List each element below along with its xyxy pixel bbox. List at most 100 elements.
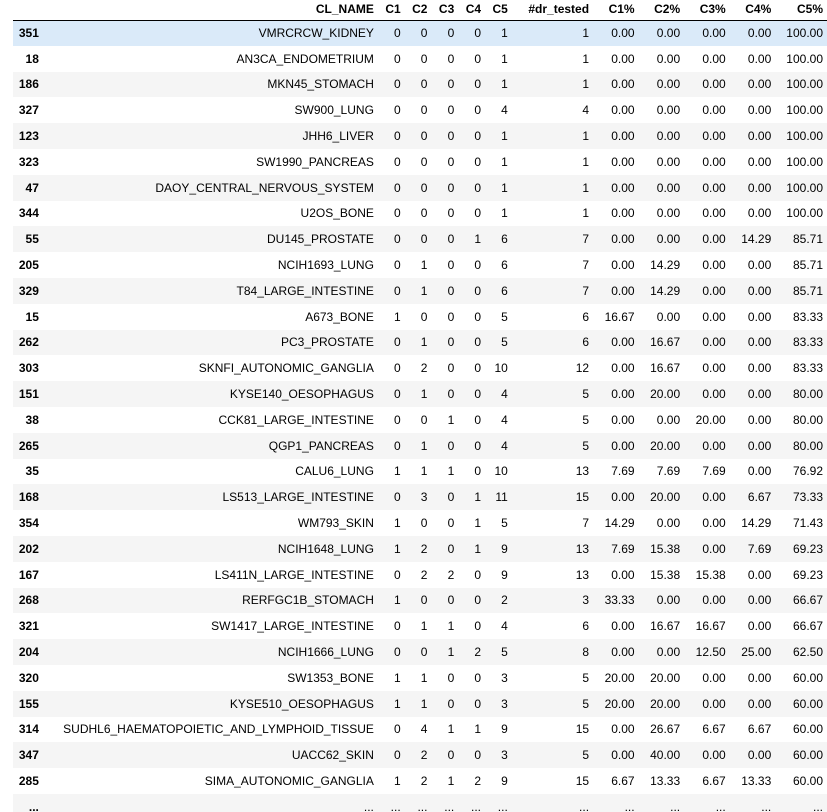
table-cell: 5	[501, 335, 508, 350]
table-cell: 20.00	[650, 387, 681, 402]
table-cell: KYSE510_OESOPHAGUS	[229, 696, 374, 711]
table-cell: 0	[394, 412, 401, 427]
table-row: 47 DAOY_CENTRAL_NERVOUS_SYSTEM 0 0 0 0 1 1 0.00 0…	[13, 174, 827, 201]
table-cell: 0.00	[656, 180, 681, 195]
table-cell: 10	[494, 361, 508, 376]
table-cell: 9	[501, 774, 508, 788]
table-cell: 62.50	[792, 645, 823, 660]
table-cell: 4	[501, 438, 508, 453]
column-header: C3	[431, 0, 459, 21]
table-cell: 85.71	[792, 232, 823, 247]
row-index: 151	[18, 387, 39, 402]
table-cell: A673_BONE	[305, 309, 374, 324]
table-cell: 1	[420, 438, 428, 453]
table-cell: 1	[394, 541, 401, 556]
table-cell: 0	[447, 103, 455, 118]
table-cell: 0.00	[747, 283, 772, 298]
table-cell: AN3CA_ENDOMETRIUM	[236, 51, 374, 66]
table-cell: 0	[447, 387, 455, 402]
column-header: C4	[458, 0, 486, 21]
table-cell: 0	[394, 103, 401, 118]
table-cell: 6.67	[702, 722, 726, 737]
table-row: 202 NCIH1648_LUNG 1 2 0 1 9 13 7.69 15.38 0.00 7.69…	[13, 535, 827, 562]
table-cell: 2	[447, 567, 455, 582]
row-index: 323	[18, 154, 39, 169]
row-index: 321	[18, 619, 39, 634]
table-cell: 1	[501, 129, 508, 144]
table-cell: 0	[394, 335, 401, 350]
index-header	[13, 0, 43, 21]
table-cell: 0	[447, 748, 455, 763]
table-cell: 0.00	[702, 154, 726, 169]
table-cell: 0	[394, 51, 401, 66]
column-header: #dr_tested	[511, 0, 594, 21]
table-cell: SW900_LUNG	[294, 103, 374, 118]
table-cell: 1	[582, 77, 590, 92]
table-cell: KYSE140_OESOPHAGUS	[229, 387, 374, 402]
table-row: 344 U2OS_BONE 0 0 0 0 1 1 0.00 0.00 0.00 0.00 100.00	[13, 201, 827, 227]
column-header: C1%	[593, 0, 639, 21]
table-cell: 0.00	[611, 567, 635, 582]
table-cell: 60.00	[792, 670, 823, 685]
table-cell: 0.00	[611, 283, 635, 298]
table-cell: 16.67	[650, 361, 681, 376]
table-cell: 0	[447, 438, 455, 453]
table-cell: 0	[420, 180, 428, 195]
table-cell: 7	[582, 258, 590, 273]
table-cell: 0.00	[702, 670, 726, 685]
table-cell: 0.00	[702, 180, 726, 195]
table-row: 329 T84_LARGE_INTESTINE 0 1 0 0 6 7 0.00 14.29 0.0…	[13, 277, 827, 304]
table-cell: 0.00	[656, 154, 681, 169]
table-cell: 0	[420, 206, 428, 221]
table-cell: 9	[501, 722, 508, 737]
table-cell: 0.00	[747, 593, 772, 608]
table-cell: 83.33	[792, 309, 823, 324]
table-cell: 0.00	[747, 361, 772, 376]
row-index: 167	[18, 567, 39, 582]
table-cell: 0	[394, 645, 401, 660]
table-cell: 1	[474, 722, 482, 737]
table-cell: 0.00	[747, 26, 772, 41]
row-index: 47	[25, 180, 39, 195]
table-cell: 80.00	[792, 412, 823, 427]
table-cell: 0	[394, 361, 401, 376]
table-cell: 1	[582, 26, 590, 41]
table-cell: 10	[494, 464, 508, 479]
table-cell: 0	[474, 283, 482, 298]
table-cell: 1	[501, 51, 508, 66]
table-cell: 0.00	[611, 387, 635, 402]
table-cell: 0	[394, 283, 401, 298]
table-cell: 16.67	[650, 619, 681, 634]
table-cell: 0	[474, 154, 482, 169]
table-cell: 7.69	[611, 464, 635, 479]
table-cell: 1	[501, 154, 508, 169]
table-cell: 20.00	[650, 438, 681, 453]
table-cell: 0	[447, 670, 455, 685]
table-cell: 0.00	[747, 464, 772, 479]
table-cell: 0.00	[611, 258, 635, 273]
table-cell: 0	[474, 335, 482, 350]
table-cell: 0.00	[702, 232, 726, 247]
table-cell: 85.71	[792, 283, 823, 298]
table-cell: 0.00	[611, 361, 635, 376]
table-cell: 7.69	[611, 541, 635, 556]
table-row: 354 WM793_SKIN 1 0 0 1 5 7 14.29 0.00 0.00 14.29 71.…	[13, 510, 827, 536]
table-cell: 0	[394, 26, 401, 41]
table-cell: 0.00	[702, 748, 726, 763]
table-cell: 1	[447, 774, 455, 788]
table-row: 55 DU145_PROSTATE 0 0 0 1 6 7 0.00 0.00 0.00 14.29 8…	[13, 226, 827, 253]
table-cell: 0	[474, 387, 482, 402]
table-cell: 100.00	[786, 129, 823, 144]
table-cell: 0.00	[747, 206, 772, 221]
table-cell: 0.00	[702, 593, 726, 608]
table-cell: WM793_SKIN	[297, 516, 374, 531]
table-cell: 0.00	[747, 670, 772, 685]
table-cell: 5	[501, 645, 508, 660]
table-cell: 1	[394, 696, 401, 711]
table-cell: SUDHL6_HAEMATOPOIETIC_AND_LYMPHOID_TISSU…	[63, 722, 374, 737]
table-cell: 0.00	[611, 619, 635, 634]
table-cell: 0.00	[656, 645, 681, 660]
table-cell: 0	[474, 593, 482, 608]
table-cell: 0.00	[656, 103, 681, 118]
row-index: 262	[18, 335, 39, 350]
